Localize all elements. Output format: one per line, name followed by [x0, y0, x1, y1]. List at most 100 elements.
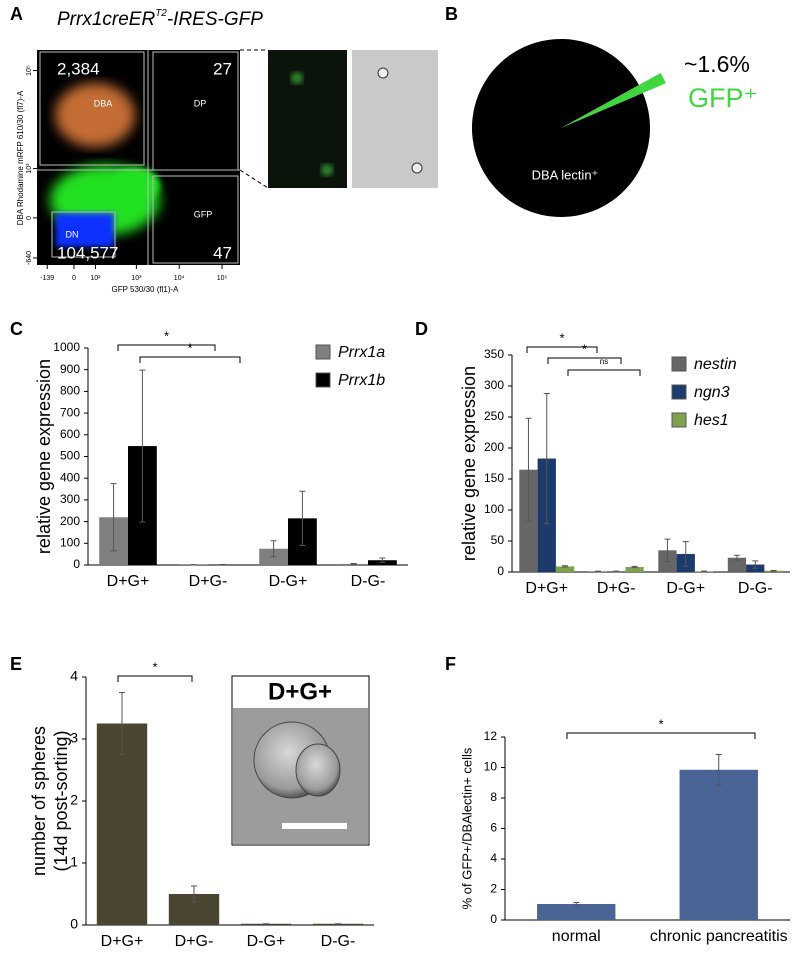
significance-bracket [139, 356, 241, 363]
significance-bracket [567, 369, 641, 376]
panel-letter: B [445, 4, 458, 24]
y-tick-label: 0 [70, 916, 78, 932]
error-bar [270, 540, 277, 558]
gate-count: 27 [213, 59, 232, 78]
cell-signal [291, 72, 303, 84]
scale-bar [282, 823, 347, 829]
gate-label: DBA [94, 98, 113, 108]
legend-label: ngn3 [694, 384, 730, 401]
x-tick-label: D-G+ [246, 933, 286, 950]
inset-label: D+G+ [268, 678, 332, 705]
legend-label: hes1 [694, 412, 729, 429]
significance-bracket [117, 675, 193, 682]
y-tick-label: 10 [484, 760, 498, 774]
y-tick-label: 200 [60, 514, 80, 528]
y-tick-label: 1000 [53, 340, 80, 354]
x-tick-label-box: D+G+ [106, 573, 150, 590]
value-label: ~1.6% [684, 51, 750, 77]
sphere [295, 743, 341, 797]
bar [555, 566, 575, 572]
x-tick-label: D-G- [320, 933, 356, 950]
pie-slice [561, 72, 666, 128]
y-tick-label: 12 [484, 729, 498, 743]
error-bar [139, 369, 146, 523]
y-tick-label: 500 [60, 449, 80, 463]
y-tick-label: 4 [70, 668, 78, 684]
gate-count: 104,577 [57, 243, 118, 262]
panel-letter: A [10, 4, 23, 24]
x-tick-label-box: D-G+ [666, 580, 706, 597]
slice-label: DBA lectin⁺ [532, 167, 599, 182]
y-tick-label: 300 [484, 378, 504, 392]
x-tick-label-box: D+G- [174, 933, 214, 950]
error-bar [573, 901, 580, 907]
error-bar [631, 565, 638, 569]
y-tick-label: 3 [70, 730, 78, 746]
x-tick-label-box: D-G- [737, 580, 773, 597]
x-tick-label-box: chronic pancreatitis [649, 928, 788, 945]
legend-swatch [671, 384, 687, 400]
x-tick-label: D+G+ [106, 573, 150, 590]
significance-bracket [547, 357, 622, 364]
error-bar [664, 538, 671, 562]
event-cloud [56, 213, 114, 247]
error-bar [752, 560, 759, 569]
error-bar [299, 490, 306, 546]
x-tick-label: 10² [90, 275, 101, 282]
x-tick-label: chronic pancreatitis [649, 928, 788, 945]
error-bar [119, 692, 125, 755]
x-tick-label: 10³ [131, 275, 142, 282]
x-tick-label: D+G+ [100, 933, 144, 950]
legend-label: Prrx1b [338, 372, 385, 389]
y-tick-label: 50 [491, 533, 505, 547]
x-tick-label-box: D-G- [350, 573, 386, 590]
significance-bracket [566, 732, 756, 739]
fluorescence-image [268, 50, 347, 188]
y-tick-label: 200 [484, 440, 504, 454]
significance-label: * [164, 328, 169, 343]
event-cloud [55, 83, 135, 147]
bar [679, 769, 758, 920]
chart-title: Prrx1creERT2-IRES-GFP [57, 8, 263, 30]
legend-label: nestin [694, 356, 737, 373]
significance-label: * [658, 716, 663, 731]
error-bar [525, 417, 532, 522]
error-bar [543, 392, 550, 525]
y-tick-label: 0 [73, 557, 80, 571]
x-tick-label: D-G- [737, 580, 773, 597]
error-bar [770, 569, 777, 572]
y-tick-label: 1 [70, 854, 78, 870]
bar [96, 723, 148, 925]
y-tick-label: 6 [490, 821, 497, 835]
x-tick-label: D+G- [174, 933, 214, 950]
x-tick-label: D+G- [596, 580, 636, 597]
y-tick-label: -640 [26, 251, 33, 265]
error-bar [715, 754, 722, 786]
significance-label: ns [600, 357, 608, 366]
panel-letter: F [445, 654, 456, 674]
x-tick-label-box: D+G+ [525, 580, 568, 597]
error-bar [379, 557, 386, 563]
y-tick-label: 8 [490, 790, 497, 804]
y-tick-label: 2 [490, 882, 497, 896]
error-bar [682, 541, 689, 567]
error-bar [594, 570, 601, 573]
significance-bracket [526, 346, 598, 353]
x-tick-label: D-G+ [268, 573, 308, 590]
legend-swatch [671, 356, 687, 372]
y-tick-label: 100 [60, 535, 80, 549]
y-tick-label: 350 [484, 347, 504, 361]
x-tick-label-box: D-G+ [246, 933, 286, 950]
y-axis-label: (14d post-sorting) [51, 730, 71, 871]
error-bar [110, 483, 117, 552]
x-tick-label: D-G+ [666, 580, 706, 597]
x-tick-label-box: D+G- [189, 573, 228, 590]
significance-bracket [117, 344, 216, 351]
bar [625, 567, 644, 572]
x-tick-label: D-G- [350, 573, 386, 590]
y-axis-label: % of GFP+/DBAlectin+ cells [459, 747, 474, 909]
legend-swatch [315, 344, 331, 360]
x-tick-label: 0 [72, 275, 76, 282]
y-tick-label: 100 [484, 502, 504, 516]
